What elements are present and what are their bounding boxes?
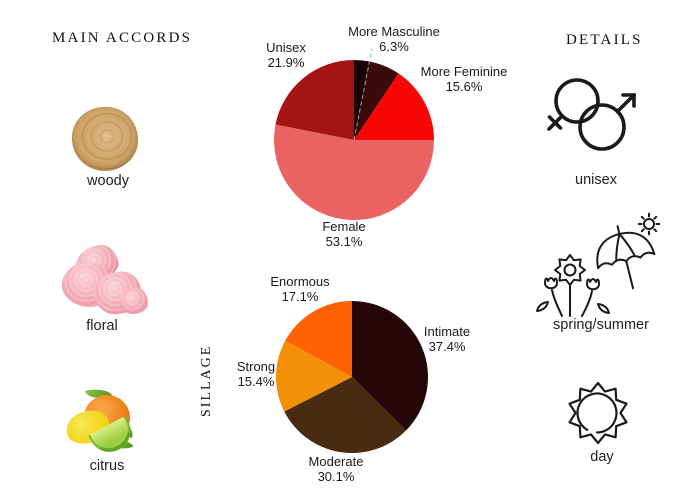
- pie-slice: [284, 377, 407, 453]
- sun-icon: [568, 381, 628, 445]
- details-heading: DETAILS: [566, 32, 643, 48]
- gender-unisex-icon: [547, 78, 636, 151]
- detail-label-unisex: unisex: [575, 172, 617, 188]
- accord-label-floral: floral: [86, 318, 118, 334]
- dashed-divider-line: [353, 48, 373, 141]
- pie-slice: [274, 124, 434, 220]
- pie-slice: [285, 301, 352, 377]
- pie-label-more-feminine: More Feminine 15.6%: [420, 64, 508, 94]
- pie-slice: [354, 73, 434, 140]
- sillage-pie-chart: [276, 301, 428, 453]
- accord-label-woody: woody: [87, 173, 129, 189]
- accord-label-citrus: citrus: [89, 458, 125, 474]
- gender-appeal-pie-chart: [274, 48, 434, 220]
- pie-slice: [275, 60, 354, 140]
- main-accords-heading: MAIN ACCORDS: [52, 30, 193, 46]
- detail-label-spring-summer: spring/summer: [553, 317, 649, 333]
- carnation-petal: [120, 288, 148, 314]
- detail-label-day: day: [590, 449, 614, 465]
- pie-label-female: Female 53.1%: [322, 219, 366, 249]
- woody-accord-image: [72, 107, 138, 171]
- pie-label-intimate: Intimate 37.4%: [423, 324, 471, 354]
- pie-label-enormous: Enormous 17.1%: [270, 274, 330, 304]
- pie-label-moderate: Moderate 30.1%: [308, 454, 364, 484]
- pie-slice: [276, 340, 352, 412]
- pie-label-unisex: Unisex 21.9%: [266, 40, 306, 70]
- citrus-accord-image: [62, 385, 138, 460]
- pie-slice: [354, 60, 370, 140]
- flowers-umbrella-sun-icon: [536, 212, 661, 317]
- pie-label-more-masculine: More Masculine 6.3%: [348, 24, 440, 54]
- pie-label-strong: Strong 15.4%: [236, 359, 276, 389]
- pie-slice: [352, 301, 428, 431]
- pie-slice: [354, 61, 399, 141]
- floral-accord-image: [58, 241, 148, 318]
